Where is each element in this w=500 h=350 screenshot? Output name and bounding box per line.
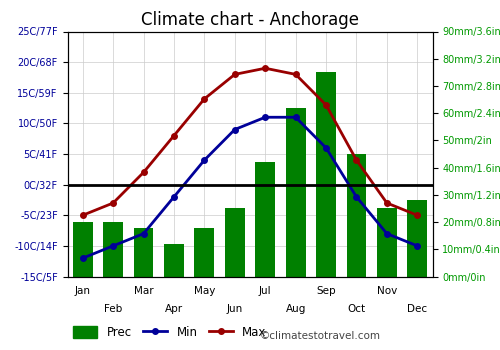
Bar [377, 209, 397, 276]
Text: Sep: Sep [316, 286, 336, 296]
Bar [408, 200, 427, 276]
Bar [316, 72, 336, 277]
Bar [134, 228, 154, 276]
Bar [225, 209, 244, 276]
Text: Jan: Jan [74, 286, 90, 296]
Bar [73, 222, 92, 276]
Bar [194, 228, 214, 276]
Bar [164, 244, 184, 276]
Text: Oct: Oct [348, 304, 366, 314]
Text: Nov: Nov [377, 286, 397, 296]
Text: Feb: Feb [104, 304, 122, 314]
Bar [103, 222, 123, 276]
Title: Climate chart - Anchorage: Climate chart - Anchorage [141, 10, 359, 29]
Text: ©climatestotravel.com: ©climatestotravel.com [260, 331, 381, 341]
Text: Jun: Jun [226, 304, 243, 314]
Text: May: May [194, 286, 215, 296]
Text: Aug: Aug [286, 304, 306, 314]
Bar [256, 162, 275, 276]
Text: Jul: Jul [259, 286, 272, 296]
Bar [346, 154, 366, 276]
Bar [286, 108, 306, 276]
Text: Apr: Apr [165, 304, 183, 314]
Text: Mar: Mar [134, 286, 154, 296]
Text: Dec: Dec [407, 304, 428, 314]
Legend: Prec, Min, Max: Prec, Min, Max [74, 326, 266, 339]
